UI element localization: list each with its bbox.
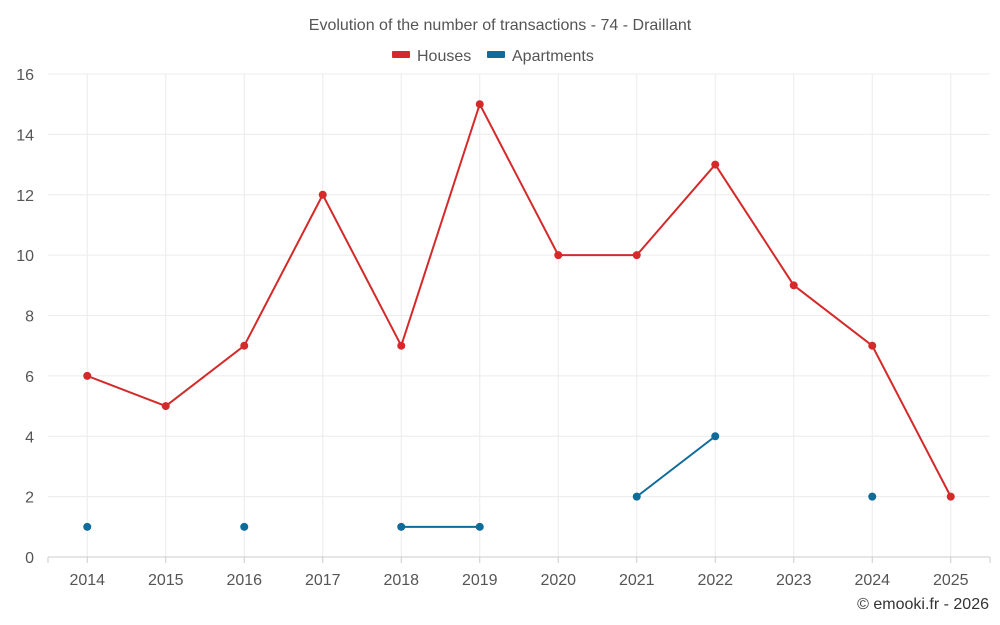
houses-point-2018[interactable]: [397, 341, 406, 350]
y-tick-label-6: 6: [25, 369, 34, 386]
x-tick-label-2024: 2024: [854, 572, 890, 589]
y-tick-label-8: 8: [25, 309, 34, 326]
x-tick-label-2017: 2017: [305, 572, 341, 589]
houses-point-2021[interactable]: [632, 251, 641, 260]
x-tick-label-2020: 2020: [540, 572, 576, 589]
chart-title: Evolution of the number of transactions …: [309, 17, 692, 34]
houses-point-2020[interactable]: [554, 251, 563, 260]
legend-item-houses[interactable]: Houses: [392, 48, 471, 65]
y-tick-label-0: 0: [25, 550, 34, 567]
x-tick-label-2025: 2025: [933, 572, 969, 589]
legend: Houses Apartments: [392, 48, 594, 65]
x-tick-label-2014: 2014: [69, 572, 105, 589]
x-tick-label-2022: 2022: [697, 572, 733, 589]
y-tick-label-2: 2: [25, 490, 34, 507]
houses-point-2024[interactable]: [868, 341, 877, 350]
houses-line-segment-0: [86, 103, 952, 498]
legend-item-apartments[interactable]: Apartments: [487, 48, 594, 65]
x-tick-label-2016: 2016: [226, 572, 262, 589]
houses-point-2015[interactable]: [161, 402, 170, 411]
apartments-point-2022[interactable]: [711, 432, 720, 441]
x-tick-label-2018: 2018: [383, 572, 419, 589]
apartments-line-segment-1: [636, 435, 716, 498]
houses-point-2022[interactable]: [711, 160, 720, 169]
y-tick-label-16: 16: [16, 67, 34, 84]
apartments-point-2021[interactable]: [632, 492, 641, 501]
apartments-point-2018[interactable]: [397, 522, 406, 531]
houses-point-2023[interactable]: [789, 281, 798, 290]
x-tick-label-2021: 2021: [619, 572, 655, 589]
apartments-point-2024[interactable]: [868, 492, 877, 501]
y-tick-label-10: 10: [16, 248, 34, 265]
axes: 0 2 4 6 8 10 12 14 16 2014 2015 2016 2017 2018 2019 202…: [16, 67, 991, 589]
apartments-point-2016[interactable]: [240, 522, 249, 531]
y-tick-label-12: 12: [16, 188, 34, 205]
apartments-point-2019[interactable]: [475, 522, 484, 531]
legend-swatch-houses: [392, 51, 410, 58]
houses-point-2017[interactable]: [318, 190, 327, 199]
houses-point-2014[interactable]: [83, 371, 92, 380]
legend-swatch-apartments: [487, 51, 505, 58]
houses-point-2019[interactable]: [475, 100, 484, 109]
x-tick-label-2019: 2019: [462, 572, 498, 589]
houses-point-2016[interactable]: [240, 341, 249, 350]
series: [83, 100, 955, 531]
x-tick-label-2015: 2015: [148, 572, 184, 589]
legend-label-apartments: Apartments: [512, 48, 594, 65]
credit-text: © emooki.fr - 2026: [857, 596, 989, 613]
legend-label-houses: Houses: [417, 48, 471, 65]
apartments-point-2014[interactable]: [83, 522, 92, 531]
grid: [48, 73, 990, 557]
houses-point-2025[interactable]: [946, 492, 955, 501]
y-tick-label-4: 4: [25, 429, 34, 446]
x-tick-label-2023: 2023: [776, 572, 812, 589]
y-tick-label-14: 14: [16, 127, 34, 144]
